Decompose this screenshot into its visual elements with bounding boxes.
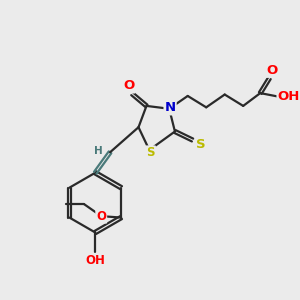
Text: OH: OH: [278, 90, 300, 103]
Text: O: O: [266, 64, 277, 77]
Text: O: O: [96, 210, 106, 223]
Text: OH: OH: [85, 254, 105, 267]
Text: H: H: [94, 146, 103, 156]
Text: N: N: [164, 101, 175, 114]
Text: O: O: [123, 80, 134, 92]
Text: S: S: [146, 146, 155, 159]
Text: S: S: [196, 138, 205, 151]
